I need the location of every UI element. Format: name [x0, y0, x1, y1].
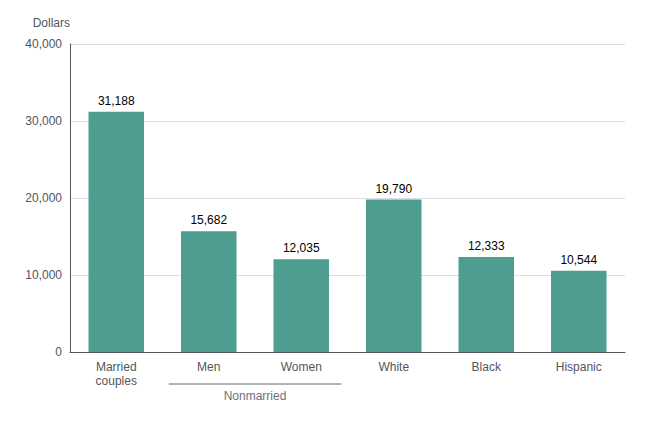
svg-text:30,000: 30,000	[25, 114, 62, 128]
svg-text:10,544: 10,544	[560, 253, 597, 267]
svg-text:Black: Black	[472, 360, 502, 374]
svg-text:20,000: 20,000	[25, 191, 62, 205]
svg-text:Hispanic: Hispanic	[556, 360, 602, 374]
svg-text:White: White	[378, 360, 409, 374]
svg-text:12,333: 12,333	[468, 239, 505, 253]
svg-text:Women: Women	[281, 360, 322, 374]
svg-text:Nonmarried: Nonmarried	[224, 389, 287, 403]
svg-text:Men: Men	[197, 360, 220, 374]
svg-text:Dollars: Dollars	[33, 16, 70, 30]
svg-text:15,682: 15,682	[190, 213, 227, 227]
svg-text:couples: couples	[96, 374, 137, 388]
svg-text:12,035: 12,035	[283, 241, 320, 255]
svg-text:0: 0	[55, 345, 62, 359]
svg-text:19,790: 19,790	[375, 182, 412, 196]
svg-text:10,000: 10,000	[25, 268, 62, 282]
svg-text:40,000: 40,000	[25, 37, 62, 51]
svg-text:31,188: 31,188	[98, 94, 135, 108]
svg-text:Married: Married	[96, 360, 137, 374]
